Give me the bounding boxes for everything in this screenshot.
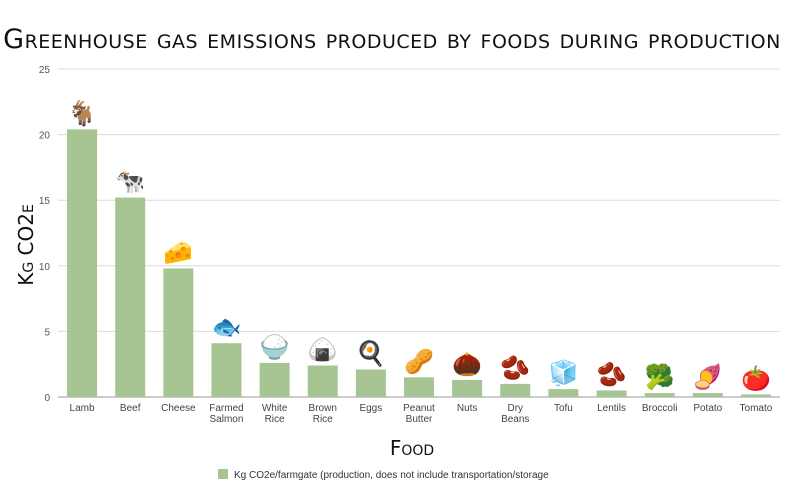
bar bbox=[500, 383, 531, 397]
y-tick-label: 10 bbox=[39, 262, 51, 273]
fried-egg-icon: 🍳 bbox=[356, 339, 386, 367]
chart-title: Greenhouse gas emissions produced by foo… bbox=[3, 24, 781, 55]
x-tick-label: Peanut Butter bbox=[403, 403, 435, 425]
cheese-icon: 🧀 bbox=[163, 238, 193, 266]
bar bbox=[404, 377, 434, 397]
x-axis-title: Food bbox=[390, 436, 434, 460]
broccoli-icon: 🥦 bbox=[645, 362, 675, 391]
x-tick-label: Nuts bbox=[457, 403, 478, 414]
x-tick-label: Broccoli bbox=[642, 403, 678, 414]
y-tick-label: 25 bbox=[39, 65, 51, 76]
fish-icon: 🐟 bbox=[212, 313, 242, 341]
x-tick-label: Cheese bbox=[161, 403, 196, 414]
bar bbox=[548, 389, 579, 397]
bar bbox=[644, 393, 675, 397]
bar bbox=[596, 390, 627, 397]
goat-icon: 🐐 bbox=[67, 99, 97, 127]
rice-bowl-icon: 🍚 bbox=[260, 333, 290, 361]
cow-icon: 🐄 bbox=[115, 168, 145, 196]
bar bbox=[307, 365, 338, 397]
bar bbox=[259, 362, 290, 397]
beans-icon: 🫘 bbox=[500, 353, 530, 382]
x-tick-label: Beef bbox=[120, 403, 141, 414]
bar bbox=[740, 394, 771, 397]
x-axis-categories: Lamb Beef Cheese Farmed Salmon White Rice Brown… bbox=[70, 403, 773, 425]
bar bbox=[67, 129, 98, 398]
x-tick-label: Lentils bbox=[597, 403, 626, 414]
bar-icons: 🐐 🐄 🧀 🐟 🍚 🍙 🍳 🥜 🌰 🫘 🧊 🫘 🥦 🍠 🍅 bbox=[67, 99, 771, 392]
bar bbox=[211, 343, 242, 397]
sweet-potato-icon: 🍠 bbox=[693, 363, 723, 391]
x-tick-label: Potato bbox=[693, 403, 722, 414]
x-tick-label: Lamb bbox=[70, 403, 95, 414]
bar bbox=[355, 369, 386, 397]
x-tick-label: Tomato bbox=[740, 403, 773, 414]
bar bbox=[163, 268, 194, 397]
bars bbox=[67, 129, 771, 398]
x-tick-label: Brown Rice bbox=[309, 403, 337, 425]
bar bbox=[692, 393, 723, 397]
tomato-icon: 🍅 bbox=[741, 364, 771, 392]
x-tick-label: Eggs bbox=[359, 403, 382, 414]
bar bbox=[452, 379, 483, 397]
bar bbox=[115, 197, 146, 397]
rice-ball-icon: 🍙 bbox=[308, 336, 338, 364]
y-tick-label: 0 bbox=[44, 393, 50, 404]
y-tick-label: 20 bbox=[39, 131, 51, 142]
x-tick-label: Farmed Salmon bbox=[209, 403, 243, 425]
y-axis-title: Kg CO2e bbox=[14, 204, 38, 286]
legend-swatch bbox=[218, 469, 228, 479]
lentil-icon: 🫘 bbox=[597, 359, 627, 388]
peanuts-icon: 🥜 bbox=[404, 345, 434, 375]
x-tick-label: White Rice bbox=[262, 403, 288, 425]
y-tick-label: 15 bbox=[39, 196, 51, 207]
tofu-icon: 🧊 bbox=[548, 359, 578, 387]
x-tick-label: Tofu bbox=[554, 403, 573, 414]
y-axis-ticks: 0 5 10 15 20 25 bbox=[39, 65, 51, 404]
x-tick-label: Dry Beans bbox=[501, 403, 529, 425]
legend-label: Kg CO2e/farmgate (production, does not i… bbox=[234, 470, 549, 481]
chestnut-icon: 🌰 bbox=[452, 350, 482, 378]
y-tick-label: 5 bbox=[44, 327, 50, 338]
